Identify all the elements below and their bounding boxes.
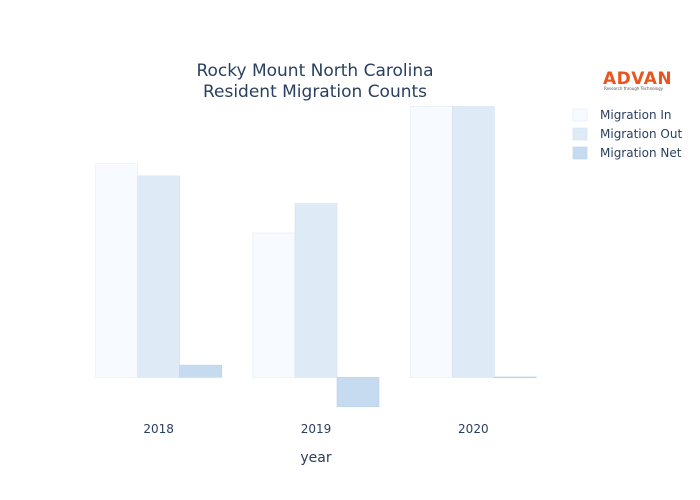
logo-brand: ADVAN: [603, 69, 672, 89]
x-tick-label-2020: 2020: [458, 422, 489, 436]
legend-swatch: [572, 146, 588, 160]
bar-migration-net-2019[interactable]: [336, 377, 380, 408]
bar-migration-in-2019[interactable]: [252, 232, 296, 378]
bar-migration-net-2020[interactable]: [494, 376, 537, 379]
plot-bars: [95, 106, 537, 408]
x-axis-title: year: [300, 450, 331, 466]
legend-label: Migration In: [600, 108, 672, 122]
legend-item-migration-net[interactable]: Migration Net: [572, 146, 682, 160]
advan-logo: ADVAN Research through Technology: [603, 69, 672, 91]
bar-migration-in-2020[interactable]: [410, 106, 453, 378]
legend-swatch: [572, 108, 588, 122]
logo-tagline: Research through Technology: [604, 86, 664, 91]
legend-item-migration-in[interactable]: Migration In: [572, 108, 672, 122]
legend-item-migration-out[interactable]: Migration Out: [572, 127, 682, 141]
x-axis-tick-labels: 2018 2019 2020: [143, 422, 488, 436]
bar-migration-net-2018[interactable]: [179, 364, 222, 378]
chart-legend[interactable]: Migration In Migration Out Migration Net: [572, 108, 682, 160]
legend-label: Migration Out: [600, 127, 682, 141]
chart-title-line-1: Rocky Mount North Carolina: [196, 61, 433, 81]
bar-migration-out-2020[interactable]: [452, 106, 495, 378]
legend-label: Migration Net: [600, 146, 682, 160]
x-tick-label-2019: 2019: [301, 422, 332, 436]
chart-title-line-2: Resident Migration Counts: [203, 82, 427, 102]
bar-migration-out-2018[interactable]: [137, 175, 180, 378]
bar-migration-in-2018[interactable]: [95, 163, 138, 378]
x-tick-label-2018: 2018: [143, 422, 174, 436]
legend-swatch: [572, 127, 588, 141]
bar-migration-out-2019[interactable]: [294, 203, 338, 378]
chart-title: Rocky Mount North Carolina Resident Migr…: [196, 61, 433, 102]
